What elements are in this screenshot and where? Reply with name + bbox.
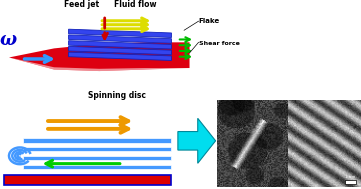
Text: Shear force: Shear force <box>199 41 239 46</box>
Polygon shape <box>9 57 190 71</box>
FancyBboxPatch shape <box>23 156 171 160</box>
Polygon shape <box>69 35 171 43</box>
Polygon shape <box>69 46 171 55</box>
Text: 1 nm: 1 nm <box>345 175 356 179</box>
Polygon shape <box>178 118 216 163</box>
FancyBboxPatch shape <box>23 147 171 151</box>
FancyBboxPatch shape <box>4 175 171 184</box>
Polygon shape <box>69 41 171 49</box>
Text: Flake: Flake <box>199 18 220 24</box>
Text: Fluid flow: Fluid flow <box>114 0 157 9</box>
Text: Feed jet: Feed jet <box>64 0 99 9</box>
Polygon shape <box>9 42 190 71</box>
Text: ω: ω <box>0 31 17 49</box>
Polygon shape <box>69 52 171 60</box>
Polygon shape <box>69 29 171 37</box>
Bar <box>345 180 356 184</box>
Text: Spinning disc: Spinning disc <box>88 91 146 100</box>
FancyBboxPatch shape <box>23 138 171 143</box>
FancyBboxPatch shape <box>23 164 171 169</box>
